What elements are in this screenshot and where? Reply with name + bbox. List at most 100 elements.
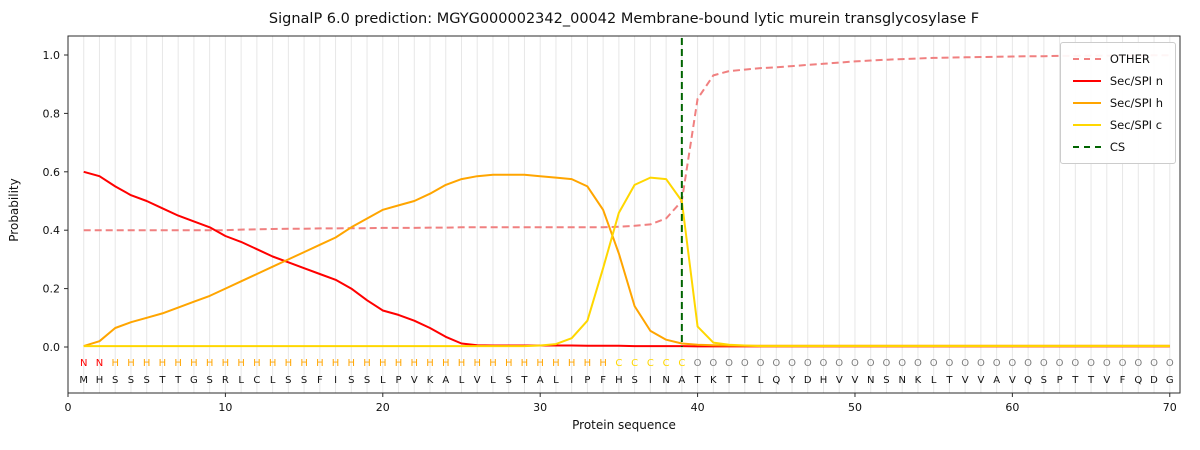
- sequence-letter: N: [898, 375, 905, 386]
- annotation-letter: O: [835, 358, 843, 369]
- y-tick-label: 0.2: [43, 283, 61, 296]
- annotation-letter: H: [253, 358, 261, 369]
- legend-label-sec-spi-c: Sec/SPI c: [1109, 118, 1163, 132]
- legend-label-sec-spi-n: Sec/SPI n: [1109, 74, 1163, 88]
- sequence-letter: A: [442, 375, 449, 386]
- sequence-letter: V: [852, 375, 859, 386]
- legend-item-other: OTHER: [1072, 52, 1163, 66]
- plot-area: 0.00.20.40.60.81.00 10 20 30 40 50 60 70N N H H H H H…: [43, 35, 1181, 414]
- legend-line-sec-spi-h: [1072, 102, 1101, 104]
- x-tick-label: 10: [218, 401, 232, 414]
- sequence-letter: V: [1009, 375, 1016, 386]
- sequence-letter: V: [836, 375, 843, 386]
- sequence-letter: S: [206, 375, 212, 386]
- sequence-letter: S: [364, 375, 370, 386]
- annotation-letter: H: [521, 358, 529, 369]
- sequence-letter: S: [301, 375, 307, 386]
- annotation-letter: C: [678, 358, 685, 369]
- annotation-letter: O: [914, 358, 922, 369]
- sequence-letter: V: [474, 375, 481, 386]
- sequence-letter: H: [820, 375, 828, 386]
- legend-line-other: [1072, 58, 1101, 60]
- sequence-letter: Y: [788, 375, 796, 386]
- sequence-letter: N: [867, 375, 874, 386]
- sequence-letter: P: [584, 375, 590, 386]
- x-axis-label: Protein sequence: [572, 418, 676, 432]
- legend-label-sec-spi-h: Sec/SPI h: [1109, 96, 1163, 110]
- annotation-letter: H: [584, 358, 592, 369]
- sequence-letter: T: [158, 375, 166, 386]
- series-line-sec-spi-c: [83, 176, 1170, 348]
- annotation-letter: O: [1150, 358, 1158, 369]
- annotation-letter: H: [300, 358, 308, 369]
- annotation-letter: H: [568, 358, 576, 369]
- sequence-letter: S: [883, 375, 889, 386]
- legend-item-sec-spi-h: Sec/SPI h: [1072, 96, 1163, 110]
- sequence-letter: L: [459, 375, 465, 386]
- sequence-letter: K: [427, 375, 434, 386]
- legend: OTHER Sec/SPI n Sec/SPI h Sec/SPI c CS: [1059, 42, 1176, 164]
- y-tick-label: 0.6: [43, 166, 61, 179]
- chart-title: SignalP 6.0 prediction: MGYG000002342_00…: [269, 11, 979, 27]
- sequence-letter: S: [285, 375, 291, 386]
- annotation-letter: H: [285, 358, 293, 369]
- legend-line-sec-spi-c: [1072, 124, 1101, 126]
- annotation-letter: H: [505, 358, 513, 369]
- sequence-letter: C: [253, 375, 260, 386]
- sequence-letter: T: [741, 375, 749, 386]
- sequence-letter: H: [96, 375, 104, 386]
- sequence-letter: V: [411, 375, 418, 386]
- sequence-letter: Q: [1134, 375, 1142, 386]
- annotation-letter: H: [426, 358, 434, 369]
- sequence-letter: A: [537, 375, 544, 386]
- legend-item-cs: CS: [1072, 140, 1163, 154]
- annotation-letter: H: [174, 358, 182, 369]
- annotation-letter: H: [442, 358, 450, 369]
- annotation-letter: H: [143, 358, 151, 369]
- sequence-letter: S: [128, 375, 134, 386]
- x-tick-label: 30: [533, 401, 547, 414]
- sequence-letter: S: [112, 375, 118, 386]
- sequence-letter: L: [931, 375, 937, 386]
- annotation-letter: H: [190, 358, 198, 369]
- annotation-letter: O: [1024, 358, 1032, 369]
- sequence-letter: I: [570, 375, 573, 386]
- x-tick-label: 50: [848, 401, 862, 414]
- sequence-letter: S: [506, 375, 512, 386]
- x-tick-label: 70: [1163, 401, 1177, 414]
- sequence-letter: Q: [1024, 375, 1032, 386]
- sequence-letter: S: [348, 375, 354, 386]
- annotation-letter: O: [1103, 358, 1111, 369]
- plot-frame: [67, 35, 1181, 394]
- y-tick-label: 0.0: [43, 341, 61, 354]
- annotation-letter: H: [489, 358, 497, 369]
- annotation-letter: O: [1166, 358, 1174, 369]
- annotation-letter: C: [631, 358, 638, 369]
- sequence-letter: V: [962, 375, 969, 386]
- y-tick-label: 1.0: [43, 49, 61, 62]
- annotation-letter: O: [788, 358, 796, 369]
- annotation-letter: O: [1040, 358, 1048, 369]
- sequence-letter: F: [317, 375, 323, 386]
- annotation-letter: H: [222, 358, 230, 369]
- sequence-letter: T: [725, 375, 733, 386]
- sequence-letter: S: [144, 375, 150, 386]
- annotation-letter: C: [615, 358, 622, 369]
- sequence-letter: I: [334, 375, 337, 386]
- annotation-letter: N: [96, 358, 103, 369]
- annotation-letter: O: [851, 358, 859, 369]
- sequence-letter: A: [678, 375, 685, 386]
- annotation-letter: H: [127, 358, 135, 369]
- annotation-letter: O: [772, 358, 780, 369]
- annotation-letter: H: [395, 358, 403, 369]
- annotation-letter: H: [237, 358, 245, 369]
- annotation-letter: O: [804, 358, 812, 369]
- annotation-letter: O: [741, 358, 749, 369]
- series-line-other: [83, 54, 1170, 232]
- annotation-letter: O: [1056, 358, 1064, 369]
- annotation-letter: H: [473, 358, 481, 369]
- x-tick-label: 20: [376, 401, 390, 414]
- sequence-letter: R: [222, 375, 229, 386]
- legend-item-sec-spi-c: Sec/SPI c: [1072, 118, 1163, 132]
